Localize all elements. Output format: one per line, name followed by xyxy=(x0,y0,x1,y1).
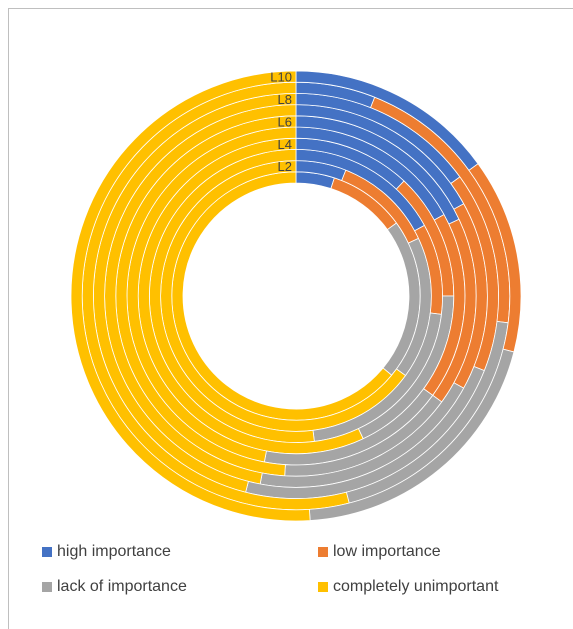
legend-label: low importance xyxy=(333,543,441,560)
legend-label: lack of importance xyxy=(57,578,187,595)
ring-label-L6: L6 xyxy=(278,114,292,129)
legend-swatch xyxy=(42,582,52,592)
ring-label-L4: L4 xyxy=(278,137,292,152)
legend-swatch xyxy=(318,582,328,592)
legend-item-high-importance: high importance xyxy=(42,541,171,563)
ring-label-L10: L10 xyxy=(270,70,292,85)
legend-label: completely unimportant xyxy=(333,578,499,595)
legend-swatch xyxy=(318,547,328,557)
legend-item-low-importance: low importance xyxy=(318,541,441,563)
ring-label-L8: L8 xyxy=(278,92,292,107)
ring-L10-segment-4 xyxy=(70,70,311,522)
ring-label-L2: L2 xyxy=(278,159,292,174)
chart-frame xyxy=(8,8,573,629)
legend-item-lack-of-importance: lack of importance xyxy=(42,576,187,598)
legend-item-completely-unimportant: completely unimportant xyxy=(318,576,498,598)
legend-swatch xyxy=(42,547,52,557)
legend-label: high importance xyxy=(57,543,171,560)
